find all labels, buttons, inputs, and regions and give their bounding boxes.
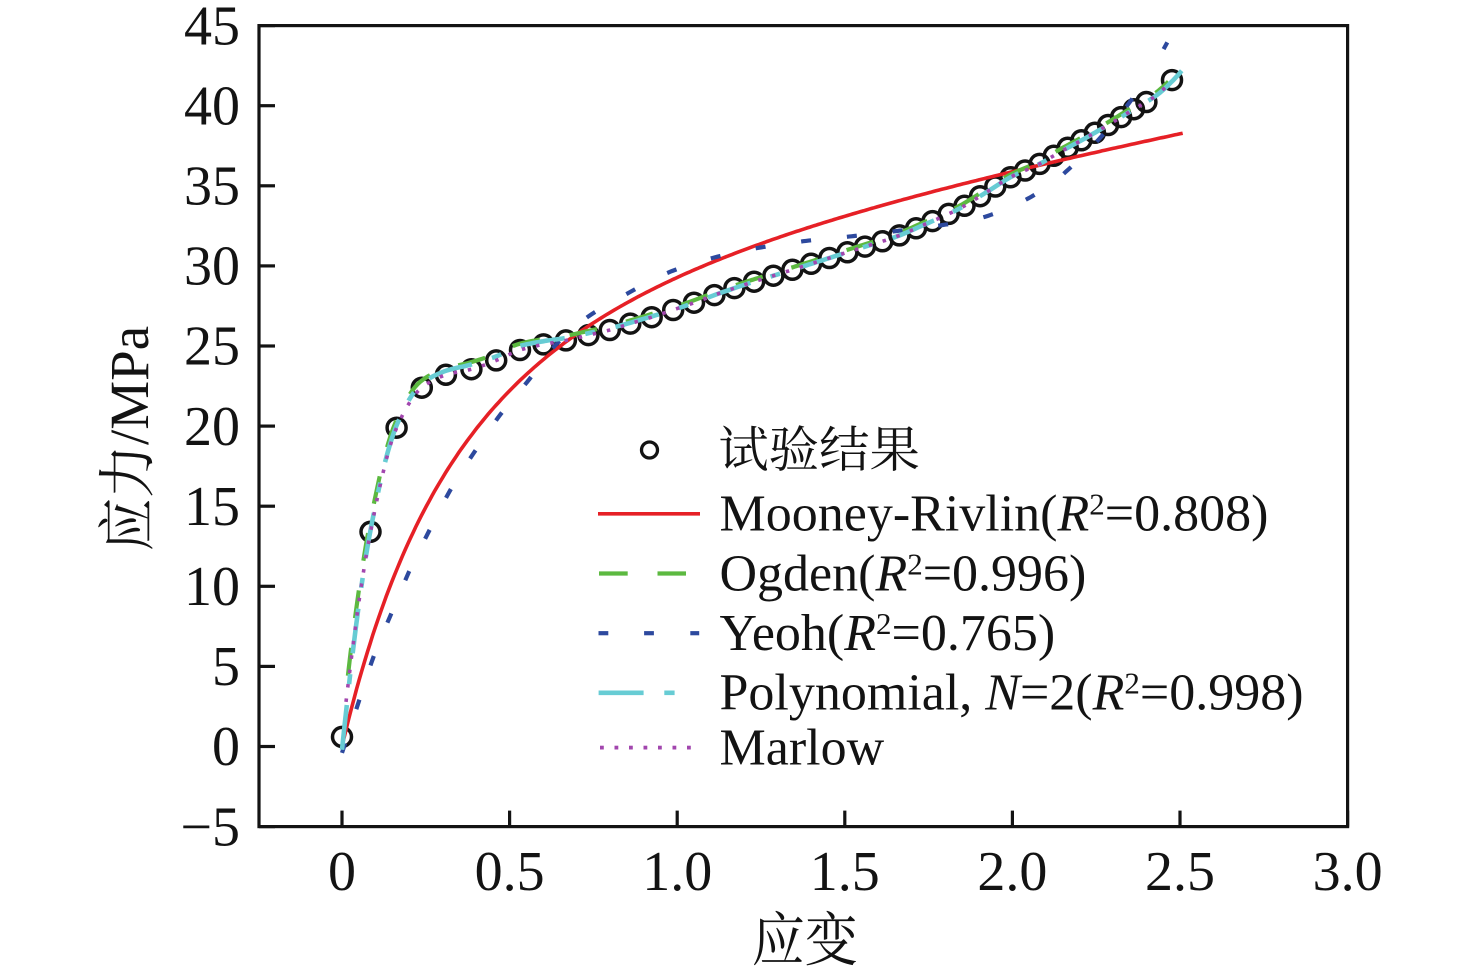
svg-text:10: 10 [184,556,240,618]
svg-text:1.5: 1.5 [810,841,880,903]
svg-text:30: 30 [184,236,240,298]
svg-text:3.0: 3.0 [1313,841,1383,903]
svg-text:0: 0 [212,716,240,778]
svg-text:Mooney-Rivlin(R2=0.808): Mooney-Rivlin(R2=0.808) [720,486,1269,543]
svg-text:/MPa: /MPa [99,326,160,445]
svg-text:15: 15 [184,476,240,538]
svg-text:Yeoh(R2=0.765): Yeoh(R2=0.765) [720,605,1056,662]
svg-text:25: 25 [184,316,240,378]
svg-text:20: 20 [184,396,240,458]
svg-text:5: 5 [212,636,240,698]
svg-text:40: 40 [184,75,240,137]
svg-text:Polynomial, N=2(R2=0.998): Polynomial, N=2(R2=0.998) [720,665,1304,722]
svg-text:Ogden(R2=0.996): Ogden(R2=0.996) [720,545,1087,602]
svg-text:−5: −5 [180,796,240,858]
svg-text:1.0: 1.0 [642,841,712,903]
svg-text:35: 35 [184,156,240,218]
svg-text:2.5: 2.5 [1145,841,1215,903]
svg-text:2.0: 2.0 [977,841,1047,903]
svg-text:Marlow: Marlow [720,720,885,777]
svg-text:0: 0 [328,841,356,903]
svg-text:45: 45 [184,0,240,57]
svg-text:0.5: 0.5 [475,841,545,903]
